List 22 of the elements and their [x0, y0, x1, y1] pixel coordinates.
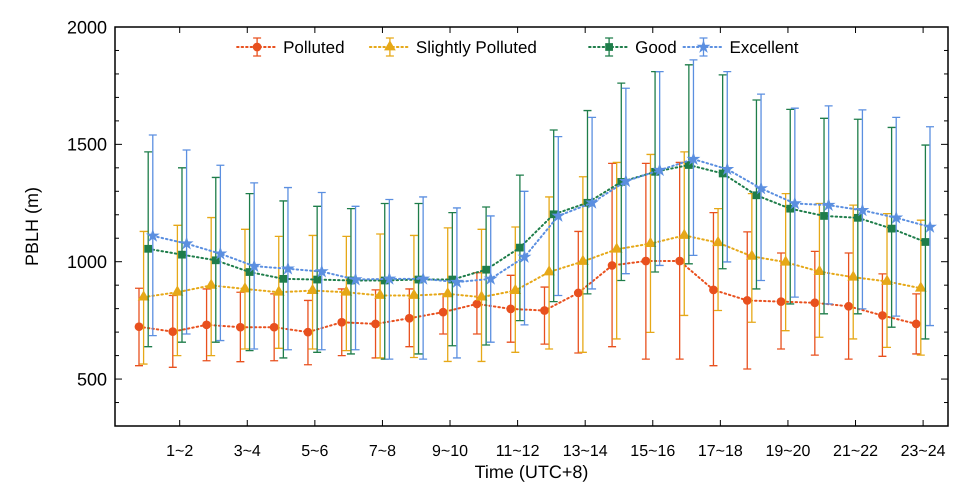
x-tick-label: 9~10 — [432, 443, 468, 460]
legend-label: Polluted — [283, 38, 345, 57]
y-tick-label: 2000 — [66, 17, 107, 38]
x-axis-title: Time (UTC+8) — [474, 462, 588, 482]
legend-label: Excellent — [730, 38, 799, 57]
x-tick-label: 7~8 — [368, 443, 396, 460]
x-tick-label: 17~18 — [698, 443, 743, 460]
x-tick-label: 13~14 — [562, 443, 608, 460]
x-tick-label: 19~20 — [765, 443, 811, 460]
legend-label: Slightly Polluted — [416, 38, 537, 57]
x-tick-label: 21~22 — [833, 443, 878, 460]
y-axis-title: PBLH (m) — [22, 186, 42, 266]
x-tick-label: 5~6 — [301, 443, 329, 460]
x-tick-label: 1~2 — [166, 443, 194, 460]
x-tick-label: 3~4 — [234, 443, 261, 460]
x-tick-label: 11~12 — [496, 443, 540, 460]
x-tick-label: 15~16 — [630, 443, 676, 460]
y-tick-label: 1000 — [66, 252, 107, 272]
y-tick-label: 500 — [76, 369, 107, 390]
y-tick-label: 1500 — [66, 134, 107, 155]
x-tick-label: 23~24 — [900, 443, 946, 460]
legend-label: Good — [635, 38, 677, 57]
